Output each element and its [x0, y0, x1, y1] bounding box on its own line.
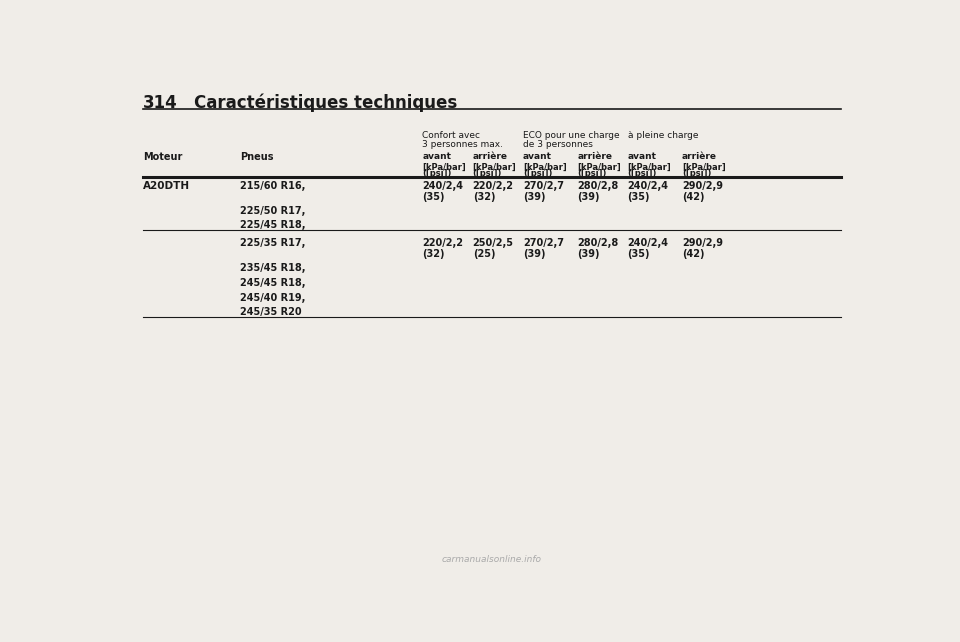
Text: ([psi]): ([psi]): [472, 169, 502, 178]
Text: 280/2,8: 280/2,8: [577, 181, 618, 191]
Text: 225/50 R17,: 225/50 R17,: [240, 206, 305, 216]
Text: avant: avant: [422, 152, 451, 160]
Text: [kPa/bar]: [kPa/bar]: [523, 163, 566, 172]
Text: 290/2,9: 290/2,9: [682, 238, 723, 248]
Text: 245/45 R18,: 245/45 R18,: [240, 278, 305, 288]
Text: 3 personnes max.: 3 personnes max.: [422, 140, 503, 149]
Text: 314: 314: [143, 94, 178, 112]
Text: de 3 personnes: de 3 personnes: [523, 140, 593, 149]
Text: 225/45 R18,: 225/45 R18,: [240, 220, 305, 230]
Text: 270/2,7: 270/2,7: [523, 181, 564, 191]
Text: 240/2,4: 240/2,4: [628, 238, 668, 248]
Text: (42): (42): [682, 248, 705, 259]
Text: 240/2,4: 240/2,4: [628, 181, 668, 191]
Text: ECO pour une charge: ECO pour une charge: [523, 131, 619, 140]
Text: Confort avec: Confort avec: [422, 131, 480, 140]
Text: (32): (32): [422, 248, 444, 259]
Text: (35): (35): [628, 248, 650, 259]
Text: 240/2,4: 240/2,4: [422, 181, 464, 191]
Text: [kPa/bar]: [kPa/bar]: [472, 163, 516, 172]
Text: [kPa/bar]: [kPa/bar]: [422, 163, 466, 172]
Text: à pleine charge: à pleine charge: [628, 131, 698, 140]
Text: (25): (25): [472, 248, 495, 259]
Text: 215/60 R16,: 215/60 R16,: [240, 181, 305, 191]
Text: arrière: arrière: [577, 152, 612, 160]
Text: ([psi]): ([psi]): [577, 169, 607, 178]
Text: (39): (39): [523, 192, 545, 202]
Text: (35): (35): [422, 192, 444, 202]
Text: 280/2,8: 280/2,8: [577, 238, 618, 248]
Text: 220/2,2: 220/2,2: [422, 238, 464, 248]
Text: ([psi]): ([psi]): [628, 169, 657, 178]
Text: ([psi]): ([psi]): [422, 169, 451, 178]
Text: 245/35 R20: 245/35 R20: [240, 308, 301, 317]
Text: arrière: arrière: [682, 152, 717, 160]
Text: ([psi]): ([psi]): [523, 169, 552, 178]
Text: carmanualsonline.info: carmanualsonline.info: [442, 555, 542, 564]
Text: avant: avant: [523, 152, 552, 160]
Text: avant: avant: [628, 152, 657, 160]
Text: [kPa/bar]: [kPa/bar]: [577, 163, 621, 172]
Text: ([psi]): ([psi]): [682, 169, 711, 178]
Text: [kPa/bar]: [kPa/bar]: [628, 163, 671, 172]
Text: arrière: arrière: [472, 152, 508, 160]
Text: (32): (32): [472, 192, 495, 202]
Text: 225/35 R17,: 225/35 R17,: [240, 238, 305, 248]
Text: 290/2,9: 290/2,9: [682, 181, 723, 191]
Text: 220/2,2: 220/2,2: [472, 181, 514, 191]
Text: 235/45 R18,: 235/45 R18,: [240, 263, 305, 273]
Text: (39): (39): [577, 192, 600, 202]
Text: Caractéristiques techniques: Caractéristiques techniques: [194, 94, 457, 112]
Text: A20DTH: A20DTH: [143, 181, 190, 191]
Text: Pneus: Pneus: [240, 152, 274, 162]
Text: [kPa/bar]: [kPa/bar]: [682, 163, 726, 172]
Text: Moteur: Moteur: [143, 152, 182, 162]
Text: (39): (39): [577, 248, 600, 259]
Text: 250/2,5: 250/2,5: [472, 238, 514, 248]
Text: (39): (39): [523, 248, 545, 259]
Text: 270/2,7: 270/2,7: [523, 238, 564, 248]
Text: 245/40 R19,: 245/40 R19,: [240, 293, 305, 302]
Text: (42): (42): [682, 192, 705, 202]
Text: (35): (35): [628, 192, 650, 202]
